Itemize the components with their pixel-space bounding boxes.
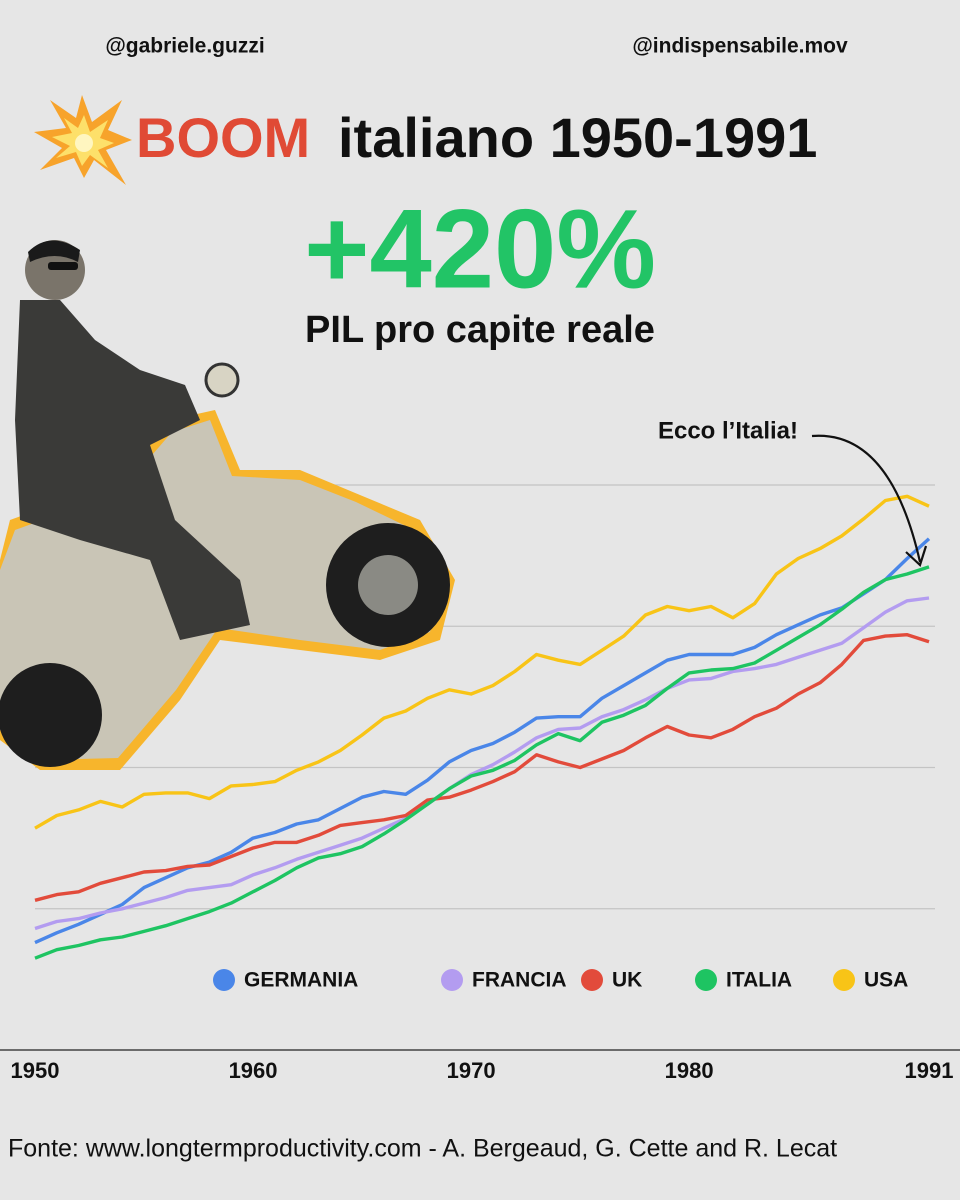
legend-swatch: [581, 969, 603, 991]
legend-label: USA: [864, 969, 908, 992]
left-handle: @gabriele.guzzi: [105, 35, 264, 58]
title-highlight: BOOM: [136, 106, 310, 169]
series-line: [34, 565, 930, 960]
annotation-arrowhead: [905, 545, 928, 567]
series-line: [34, 633, 930, 902]
legend-label: ITALIA: [726, 969, 792, 992]
explosion-icon: [34, 95, 132, 185]
annotation-arrow: [811, 434, 922, 563]
right-handle: @indispensabile.mov: [632, 35, 848, 58]
x-tick-label: 1960: [229, 1058, 278, 1083]
scooter-illustration: [0, 240, 455, 770]
series-line: [34, 596, 930, 931]
subtitle: PIL pro capite reale: [305, 309, 655, 351]
legend-label: GERMANIA: [244, 969, 358, 992]
series-line: [34, 494, 930, 830]
legend-swatch: [213, 969, 235, 991]
legend-swatch: [695, 969, 717, 991]
x-tick-label: 1980: [665, 1058, 714, 1083]
legend-swatch: [441, 969, 463, 991]
x-tick-label: 1970: [447, 1058, 496, 1083]
legend-label: FRANCIA: [472, 969, 567, 992]
x-tick-label: 1950: [11, 1058, 60, 1083]
legend-label: UK: [612, 969, 642, 992]
headline: +420%: [304, 187, 656, 312]
x-tick-label: 1991: [905, 1058, 954, 1083]
series-line: [34, 537, 931, 945]
title: italiano 1950-1991: [338, 106, 817, 169]
source: Fonte: www.longtermproductivity.com - A.…: [8, 1135, 837, 1163]
annotation: Ecco l’Italia!: [658, 417, 798, 444]
legend-swatch: [833, 969, 855, 991]
